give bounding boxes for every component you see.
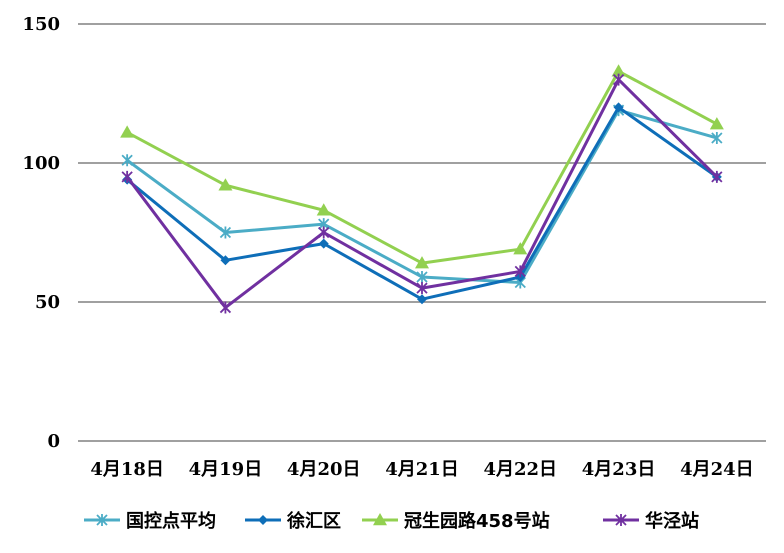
series-line [126,69,718,265]
data-point [613,102,624,113]
data-point [219,226,232,239]
legend-item: 国控点平均 [84,510,216,532]
legend-marker [373,513,387,526]
data-point [612,73,625,86]
legend-label: 国控点平均 [126,510,216,532]
legend: 国控点平均 徐汇区 冠生园路458号站 华泾站 [84,510,699,532]
y-axis: 0 50 100 150 [22,14,60,452]
data-point [121,154,133,167]
legend-label: 徐汇区 [286,510,341,532]
data-point [514,265,526,278]
legend-item: 华泾站 [603,510,699,532]
data-point [220,255,231,266]
y-tick-label: 150 [22,14,60,35]
series-lines [120,64,724,314]
y-tick-label: 100 [22,153,60,174]
data-point [318,226,330,239]
data-point [415,256,429,269]
data-point [711,131,723,144]
series-4 [121,73,723,314]
data-point [417,294,427,305]
x-tick-label: 4月19日 [189,459,263,480]
x-tick-label: 4月20日 [287,459,361,480]
legend-marker [258,515,268,525]
gridlines [78,23,766,442]
data-point [711,170,723,183]
data-point [316,203,331,216]
data-point [416,282,428,295]
series-3 [120,64,724,269]
data-point [318,238,329,249]
data-point [709,117,724,130]
x-tick-label: 4月22日 [483,459,557,480]
data-point [120,125,135,138]
x-tick-label: 4月18日 [90,459,164,480]
y-tick-label: 0 [47,431,60,452]
legend-item: 冠生园路458号站 [362,510,550,532]
data-point [611,64,626,77]
series-line [126,105,718,301]
data-point [121,170,133,183]
legend-label: 华泾站 [645,510,699,532]
data-point [416,270,428,283]
y-tick-label: 50 [35,292,60,313]
legend-item: 徐汇区 [245,510,341,532]
data-point [513,242,528,255]
x-tick-label: 4月24日 [680,459,754,480]
legend-marker [96,514,108,526]
x-tick-label: 4月23日 [582,459,656,480]
legend-label: 冠生园路458号站 [404,510,550,532]
legend-marker [615,514,627,526]
data-point [218,178,233,191]
x-axis: 4月18日 4月19日 4月20日 4月21日 4月22日 4月23日 4月24日 [90,459,753,480]
x-tick-label: 4月21日 [385,459,459,480]
data-point [219,301,232,314]
